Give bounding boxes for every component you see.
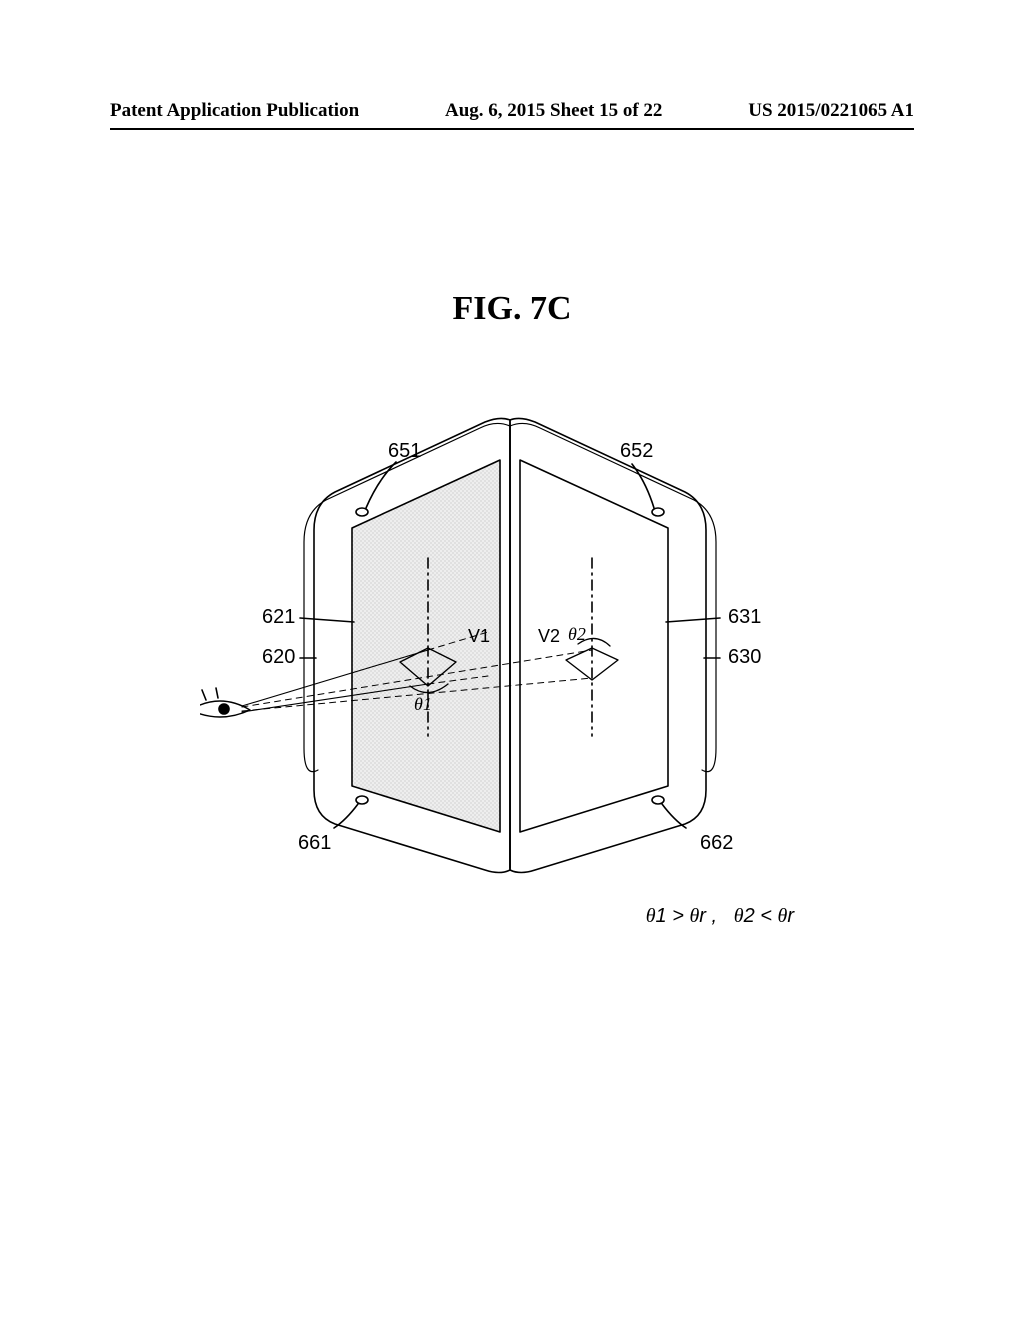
label-662: 662 <box>700 832 733 855</box>
svg-text:V1: V1 <box>468 626 490 646</box>
angle-relation: θ1 > θr , θ2 < θr <box>646 905 794 928</box>
label-621: 621 <box>262 606 295 629</box>
patent-figure: V1 V2 θ1 θ2 <box>200 400 820 880</box>
label-651: 651 <box>388 440 421 463</box>
header-rule <box>110 128 914 130</box>
header-right: US 2015/0221065 A1 <box>748 100 914 122</box>
svg-text:V2: V2 <box>538 626 560 646</box>
label-652: 652 <box>620 440 653 463</box>
header-left: Patent Application Publication <box>110 100 359 122</box>
label-630: 630 <box>728 646 761 669</box>
svg-text:θ2: θ2 <box>568 624 586 644</box>
label-631: 631 <box>728 606 761 629</box>
figure-title: FIG. 7C <box>0 290 1024 328</box>
header-center: Aug. 6, 2015 Sheet 15 of 22 <box>445 100 662 122</box>
label-620: 620 <box>262 646 295 669</box>
label-661: 661 <box>298 832 331 855</box>
svg-text:θ1: θ1 <box>414 694 432 714</box>
